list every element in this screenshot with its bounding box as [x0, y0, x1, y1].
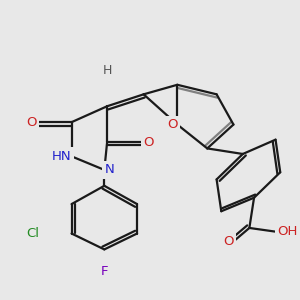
Text: O: O [223, 235, 233, 248]
Text: O: O [144, 136, 154, 148]
Text: Cl: Cl [26, 227, 39, 240]
Text: HN: HN [52, 150, 72, 163]
Text: F: F [100, 265, 108, 278]
Text: O: O [26, 116, 37, 129]
Text: N: N [104, 164, 114, 176]
Text: OH: OH [278, 225, 298, 239]
Text: H: H [102, 64, 112, 77]
Text: O: O [167, 118, 177, 131]
